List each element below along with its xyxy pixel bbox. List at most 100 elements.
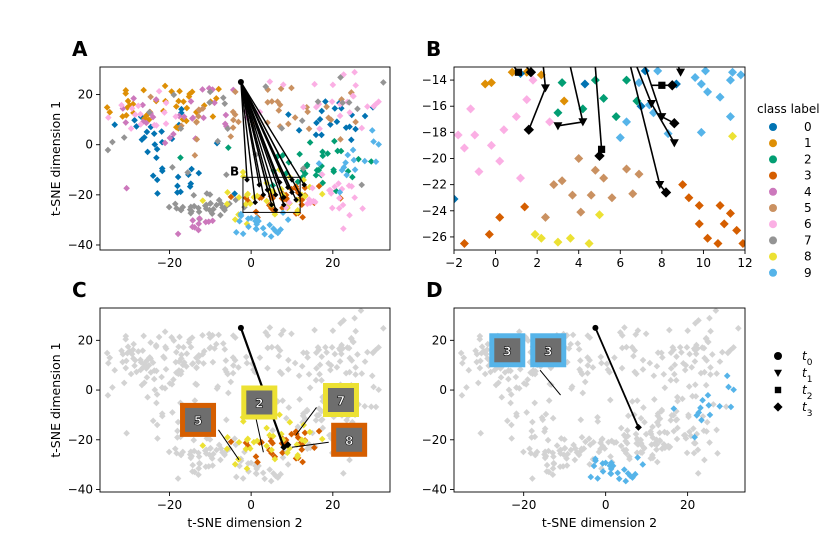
- point-class-4: [175, 112, 183, 120]
- point-class-2: [274, 152, 281, 160]
- point-class-0: [174, 173, 182, 181]
- point-class-9: [626, 472, 634, 480]
- point-class-5: [540, 212, 550, 222]
- point-grey: [713, 370, 720, 377]
- point-grey: [123, 429, 130, 437]
- point-grey: [590, 438, 597, 446]
- point-class-1: [124, 97, 132, 105]
- point-grey: [206, 334, 214, 341]
- point-grey: [261, 475, 268, 483]
- point-class-3: [738, 238, 745, 248]
- point-grey: [629, 398, 636, 405]
- point-grey: [505, 386, 513, 394]
- point-grey: [681, 366, 689, 374]
- point-class-6: [282, 204, 290, 211]
- point-class-6: [150, 121, 158, 129]
- point-grey: [279, 397, 286, 404]
- point-class-4: [196, 215, 203, 222]
- panel-letter-a: A: [72, 37, 88, 61]
- point-class-9: [342, 159, 349, 166]
- trajectory-line: [240, 81, 265, 195]
- time-label-base: t: [802, 349, 808, 363]
- point-grey: [607, 453, 614, 460]
- point-grey: [690, 449, 698, 457]
- point-class-8: [318, 435, 326, 443]
- point-grey: [299, 419, 306, 426]
- point-class-2: [344, 167, 352, 175]
- point-class-7: [169, 163, 176, 171]
- point-grey: [151, 386, 159, 394]
- point-class-2: [294, 178, 302, 186]
- time-legend-label-1: t1: [802, 366, 812, 385]
- point-class-2: [553, 108, 563, 118]
- point-class-1: [175, 97, 182, 105]
- point-grey: [154, 435, 161, 442]
- point-grey: [482, 350, 490, 358]
- time-legend-label-3: t3: [802, 400, 812, 419]
- point-class-8: [239, 168, 247, 176]
- point-class-6: [162, 99, 170, 107]
- point-class-7: [109, 138, 116, 146]
- inset-digit: 2: [255, 396, 263, 410]
- point-grey: [523, 409, 530, 416]
- point-class-3: [288, 430, 295, 438]
- point-grey: [318, 377, 325, 384]
- point-grey: [497, 374, 505, 381]
- inset-image: [185, 407, 212, 432]
- point-class-0: [133, 123, 140, 130]
- point-class-1: [185, 93, 193, 100]
- point-grey: [579, 389, 587, 397]
- point-grey: [187, 343, 195, 351]
- point-class-2: [330, 168, 338, 176]
- trajectory-marker: [514, 68, 523, 76]
- x-axis-label: t-SNE dimension 2: [187, 515, 302, 530]
- point-class-9: [350, 156, 358, 164]
- point-grey: [653, 446, 660, 453]
- point-grey: [122, 364, 130, 372]
- point-grey: [710, 401, 717, 408]
- point-class-2: [590, 75, 600, 85]
- point-grey: [528, 427, 536, 435]
- point-grey: [174, 434, 181, 441]
- point-class-1: [507, 67, 517, 77]
- point-class-9: [698, 416, 705, 424]
- point-grey: [338, 350, 345, 358]
- point-grey: [618, 364, 626, 372]
- point-grey: [177, 370, 185, 378]
- point-class-6: [340, 225, 347, 232]
- point-class-5: [291, 114, 299, 121]
- point-grey: [674, 393, 681, 401]
- point-grey: [351, 314, 358, 322]
- point-class-4: [143, 119, 150, 127]
- point-grey: [541, 428, 548, 435]
- point-grey: [508, 391, 515, 398]
- point-class-5: [264, 98, 271, 106]
- point-class-7: [146, 109, 153, 116]
- point-grey: [336, 358, 344, 365]
- digit-inset: 7: [322, 383, 359, 417]
- point-class-7: [221, 100, 229, 107]
- point-class-3: [283, 195, 290, 202]
- point-grey: [531, 370, 539, 378]
- point-grey: [139, 363, 147, 371]
- point-class-3: [678, 180, 688, 190]
- point-class-4: [222, 111, 230, 119]
- point-class-3: [298, 201, 306, 209]
- point-grey: [141, 360, 148, 368]
- point-class-5: [557, 176, 567, 186]
- point-grey: [252, 462, 259, 469]
- point-class-2: [319, 148, 326, 156]
- point-grey: [144, 393, 151, 401]
- point-class-9: [631, 470, 639, 478]
- point-grey: [219, 449, 226, 456]
- point-grey: [505, 367, 512, 374]
- trajectory-marker: [525, 67, 537, 78]
- inset-digit: 3: [503, 344, 511, 358]
- point-class-5: [574, 154, 584, 163]
- point-grey: [589, 364, 597, 371]
- point-grey: [179, 361, 187, 369]
- point-class-4: [199, 86, 206, 93]
- point-class-0: [158, 165, 166, 172]
- point-class-9: [622, 117, 632, 127]
